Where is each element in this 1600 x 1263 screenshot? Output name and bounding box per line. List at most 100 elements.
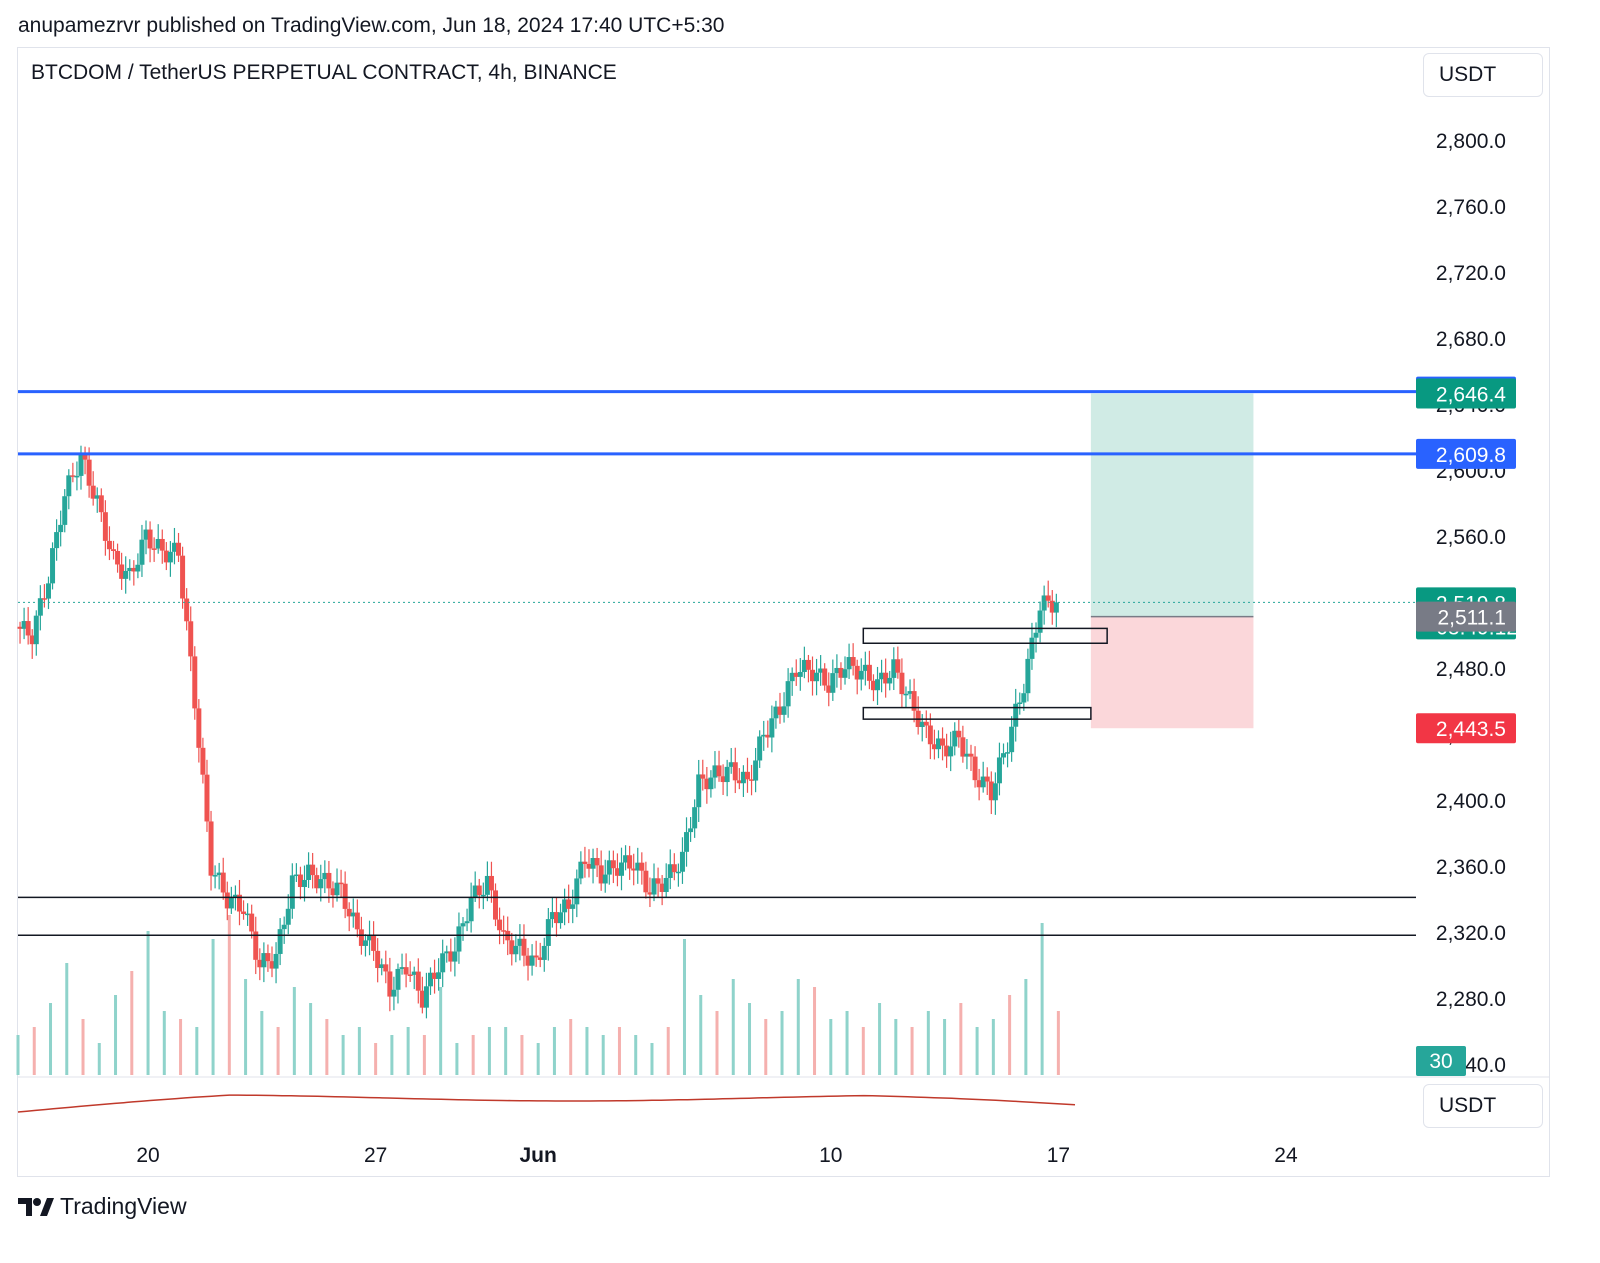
- candle-body: [582, 861, 588, 864]
- candle-body: [334, 882, 340, 896]
- volume-bar: [682, 939, 686, 1075]
- candle-body: [119, 564, 125, 579]
- candle-body: [86, 459, 92, 486]
- candle-body: [696, 774, 702, 808]
- candle-body: [846, 657, 852, 670]
- candle-body: [415, 971, 421, 991]
- candle-body: [590, 858, 596, 869]
- candle-body: [728, 762, 734, 767]
- candle-body: [655, 878, 661, 884]
- candle-body: [675, 871, 681, 874]
- volume-bar: [244, 979, 248, 1075]
- price-label-tag: [1416, 713, 1516, 744]
- candle-body: [180, 555, 186, 599]
- candle-body: [830, 673, 836, 693]
- candle-body: [131, 567, 137, 572]
- candle-body: [545, 919, 551, 946]
- candle-body: [314, 875, 320, 889]
- candle-body: [192, 656, 198, 709]
- candle-body: [411, 971, 417, 975]
- candle-body: [427, 972, 433, 987]
- price-label-text: 2,646.4: [1436, 383, 1506, 406]
- volume-bar: [504, 1027, 508, 1075]
- tradingview-brand[interactable]: TradingView: [18, 1193, 187, 1220]
- candle-body: [602, 874, 608, 884]
- volume-bar: [764, 1019, 768, 1075]
- candle-body: [17, 626, 23, 629]
- candle-body: [1005, 752, 1011, 754]
- volume-bar: [520, 1035, 524, 1075]
- candle-body: [375, 950, 381, 969]
- candle-body: [249, 913, 255, 932]
- volume-bar: [292, 987, 296, 1075]
- candle-body: [834, 667, 840, 674]
- price-axis-tick: 2,320.0: [1436, 922, 1506, 945]
- candle-body: [293, 874, 299, 877]
- candle-body: [940, 738, 946, 746]
- volume-bar: [162, 1011, 166, 1075]
- candle-body: [484, 875, 490, 895]
- volume-bar: [325, 1019, 329, 1075]
- candle-body: [866, 664, 872, 681]
- candle-body: [553, 912, 559, 924]
- volume-bar: [16, 1035, 20, 1075]
- volume-bar: [390, 1035, 394, 1075]
- volume-bar: [1056, 1011, 1060, 1075]
- price-label-text: 2,511.1: [1437, 607, 1506, 630]
- candle-body: [135, 564, 141, 572]
- volume-bar: [536, 1043, 540, 1075]
- candle-body: [578, 861, 584, 879]
- candle-body: [810, 669, 816, 682]
- volume-bar: [374, 1043, 378, 1075]
- candle-body: [25, 621, 31, 636]
- candle-body: [115, 550, 121, 565]
- candle-body: [525, 955, 531, 966]
- candle-body: [797, 671, 803, 677]
- volume-bar: [829, 1019, 833, 1075]
- candle-body: [66, 475, 72, 497]
- candle-body: [663, 877, 669, 892]
- drawn-rectangle: [862, 627, 1108, 645]
- candle-body: [318, 879, 324, 889]
- tradingview-logo-icon: [18, 1197, 54, 1216]
- candle-body: [155, 538, 161, 549]
- drawn-rectangle: [862, 706, 1092, 720]
- candle-body: [968, 753, 974, 757]
- volume-bar: [666, 1027, 670, 1075]
- volume-bar: [959, 1003, 963, 1075]
- candle-body: [342, 883, 348, 909]
- volume-label-text: 30: [1429, 1050, 1452, 1073]
- candle-body: [513, 945, 519, 955]
- candle-body: [635, 862, 641, 871]
- candle-body: [891, 659, 897, 678]
- currency-selector-top[interactable]: USDT: [1423, 53, 1543, 97]
- volume-bar: [97, 1043, 101, 1075]
- symbol-title[interactable]: BTCDOM / TetherUS PERPETUAL CONTRACT, 4h…: [31, 61, 617, 84]
- candle-body: [245, 913, 251, 916]
- candle-body: [895, 659, 901, 673]
- candle-body: [842, 669, 848, 678]
- volume-bar: [878, 1003, 882, 1075]
- candle-body: [785, 681, 791, 707]
- candle-body: [127, 567, 133, 571]
- volume-bar: [471, 1035, 475, 1075]
- candle-body: [143, 529, 149, 540]
- position-profit-zone: [1090, 393, 1254, 617]
- candle-body: [586, 863, 592, 869]
- candle-body: [403, 967, 409, 975]
- candle-body: [781, 706, 787, 715]
- candle-body: [757, 736, 763, 761]
- currency-selector-bottom[interactable]: USDT: [1423, 1084, 1543, 1128]
- candle-body: [667, 864, 673, 878]
- volume-bar: [260, 1011, 264, 1075]
- candle-body: [1029, 637, 1035, 659]
- time-axis-tick: 20: [136, 1144, 159, 1167]
- candle-body: [631, 868, 637, 871]
- candle-body: [614, 868, 620, 876]
- volume-bar: [601, 1035, 605, 1075]
- candle-body: [1013, 703, 1019, 727]
- candle-body: [805, 659, 811, 670]
- candle-body: [1001, 753, 1007, 758]
- price-axis-tick: 2,800.0: [1436, 130, 1506, 153]
